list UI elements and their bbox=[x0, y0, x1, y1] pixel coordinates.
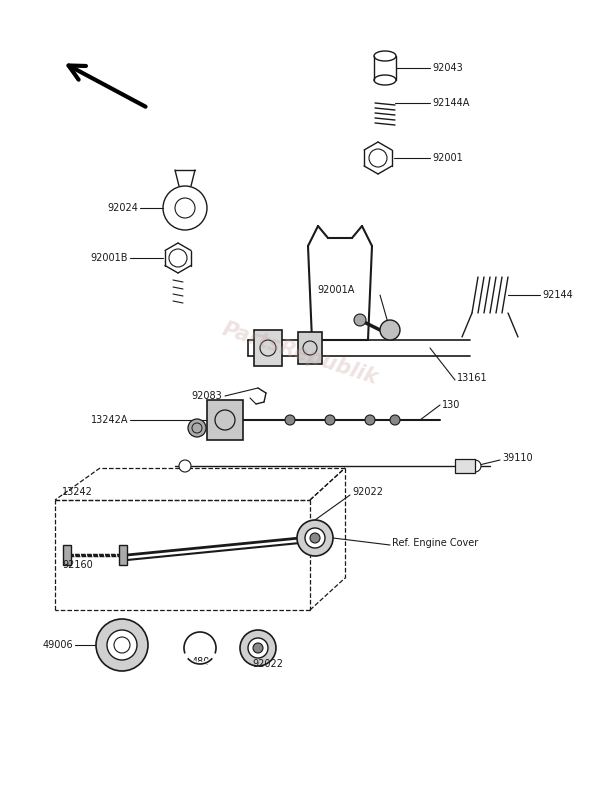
Circle shape bbox=[325, 415, 335, 425]
Circle shape bbox=[248, 638, 268, 658]
Text: 13242A: 13242A bbox=[91, 415, 128, 425]
Text: 49006: 49006 bbox=[43, 640, 73, 650]
Circle shape bbox=[253, 643, 263, 653]
Text: 92022: 92022 bbox=[252, 659, 283, 669]
Circle shape bbox=[305, 528, 325, 548]
Circle shape bbox=[310, 533, 320, 543]
Text: 92144A: 92144A bbox=[432, 98, 469, 108]
Bar bbox=[254, 330, 282, 366]
Text: 130: 130 bbox=[442, 400, 460, 410]
Text: 92144: 92144 bbox=[542, 290, 573, 300]
Circle shape bbox=[380, 320, 400, 340]
Bar bbox=[207, 400, 243, 440]
Text: 92083: 92083 bbox=[191, 391, 222, 401]
Text: 39110: 39110 bbox=[502, 453, 533, 463]
Text: 13161: 13161 bbox=[457, 373, 488, 383]
Text: 92160: 92160 bbox=[62, 560, 93, 570]
Circle shape bbox=[297, 520, 333, 556]
Circle shape bbox=[354, 314, 366, 326]
Text: 92001: 92001 bbox=[432, 153, 463, 163]
Text: 92001A: 92001A bbox=[317, 285, 355, 295]
Text: Ref. Engine Cover: Ref. Engine Cover bbox=[392, 538, 478, 548]
Text: PartsRepublik: PartsRepublik bbox=[220, 319, 380, 388]
Text: 480: 480 bbox=[192, 657, 211, 667]
Text: 92043: 92043 bbox=[432, 63, 463, 73]
Circle shape bbox=[240, 630, 276, 666]
Text: 92001B: 92001B bbox=[91, 253, 128, 263]
Bar bbox=[119, 545, 127, 565]
Bar bbox=[455, 459, 475, 473]
Circle shape bbox=[107, 630, 137, 660]
Bar bbox=[298, 332, 322, 364]
Circle shape bbox=[285, 415, 295, 425]
Text: 92024: 92024 bbox=[107, 203, 138, 213]
Circle shape bbox=[390, 415, 400, 425]
Circle shape bbox=[179, 460, 191, 472]
Text: 92022: 92022 bbox=[352, 487, 383, 497]
Circle shape bbox=[469, 460, 481, 472]
Text: 13242: 13242 bbox=[62, 487, 93, 497]
Circle shape bbox=[188, 419, 206, 437]
Circle shape bbox=[96, 619, 148, 671]
Circle shape bbox=[365, 415, 375, 425]
Bar bbox=[63, 545, 71, 565]
